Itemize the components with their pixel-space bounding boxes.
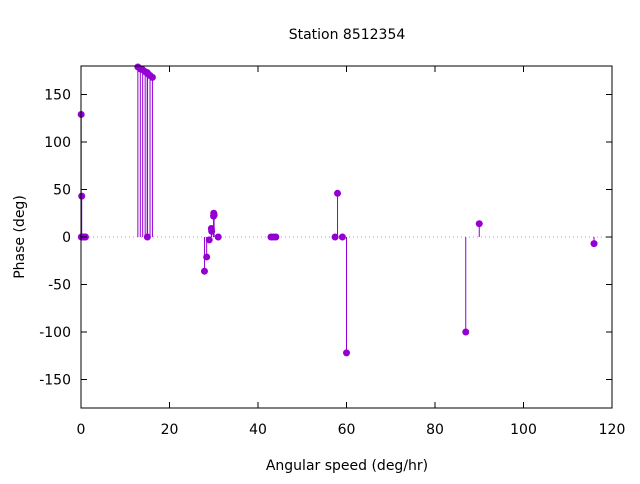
- data-point: [78, 192, 86, 200]
- y-tick-label: 100: [44, 135, 71, 151]
- data-point: [203, 253, 211, 261]
- data-point: [205, 236, 213, 244]
- tick-layer: 0 20 40 60 80 100 120 -150 -100 -50 0 50 100 150: [39, 66, 625, 438]
- y-tick-label: -50: [48, 278, 71, 294]
- data-point: [210, 211, 218, 219]
- data-point: [338, 233, 346, 241]
- data-point: [200, 267, 208, 275]
- x-tick-label: 0: [77, 422, 86, 438]
- x-tick-label: 100: [510, 422, 537, 438]
- y-tick-label: 0: [62, 230, 71, 246]
- data-point: [590, 240, 598, 248]
- data-point: [462, 328, 470, 336]
- x-axis-label: Angular speed (deg/hr): [266, 458, 428, 474]
- plot-frame: [80, 65, 613, 409]
- point-layer: [77, 63, 598, 357]
- x-tick-label: 20: [161, 422, 179, 438]
- x-tick-label: 40: [249, 422, 267, 438]
- stem-layer: [80, 66, 595, 353]
- data-point: [148, 73, 156, 81]
- x-tick-label: 80: [426, 422, 444, 438]
- data-point: [475, 220, 483, 228]
- y-tick-label: -100: [39, 325, 71, 341]
- chart-title: Station 8512354: [289, 27, 406, 43]
- data-point: [343, 349, 350, 357]
- data-point: [331, 233, 339, 241]
- data-point: [143, 233, 151, 241]
- x-tick-label: 120: [599, 422, 626, 438]
- y-tick-label: 150: [44, 88, 71, 104]
- y-tick-label: 50: [53, 183, 71, 199]
- y-axis-label: Phase (deg): [12, 195, 28, 279]
- data-point: [272, 233, 280, 241]
- data-point: [334, 189, 342, 197]
- data-point: [214, 233, 222, 241]
- y-tick-label: -150: [39, 373, 71, 389]
- data-point: [208, 227, 216, 235]
- x-tick-label: 60: [338, 422, 356, 438]
